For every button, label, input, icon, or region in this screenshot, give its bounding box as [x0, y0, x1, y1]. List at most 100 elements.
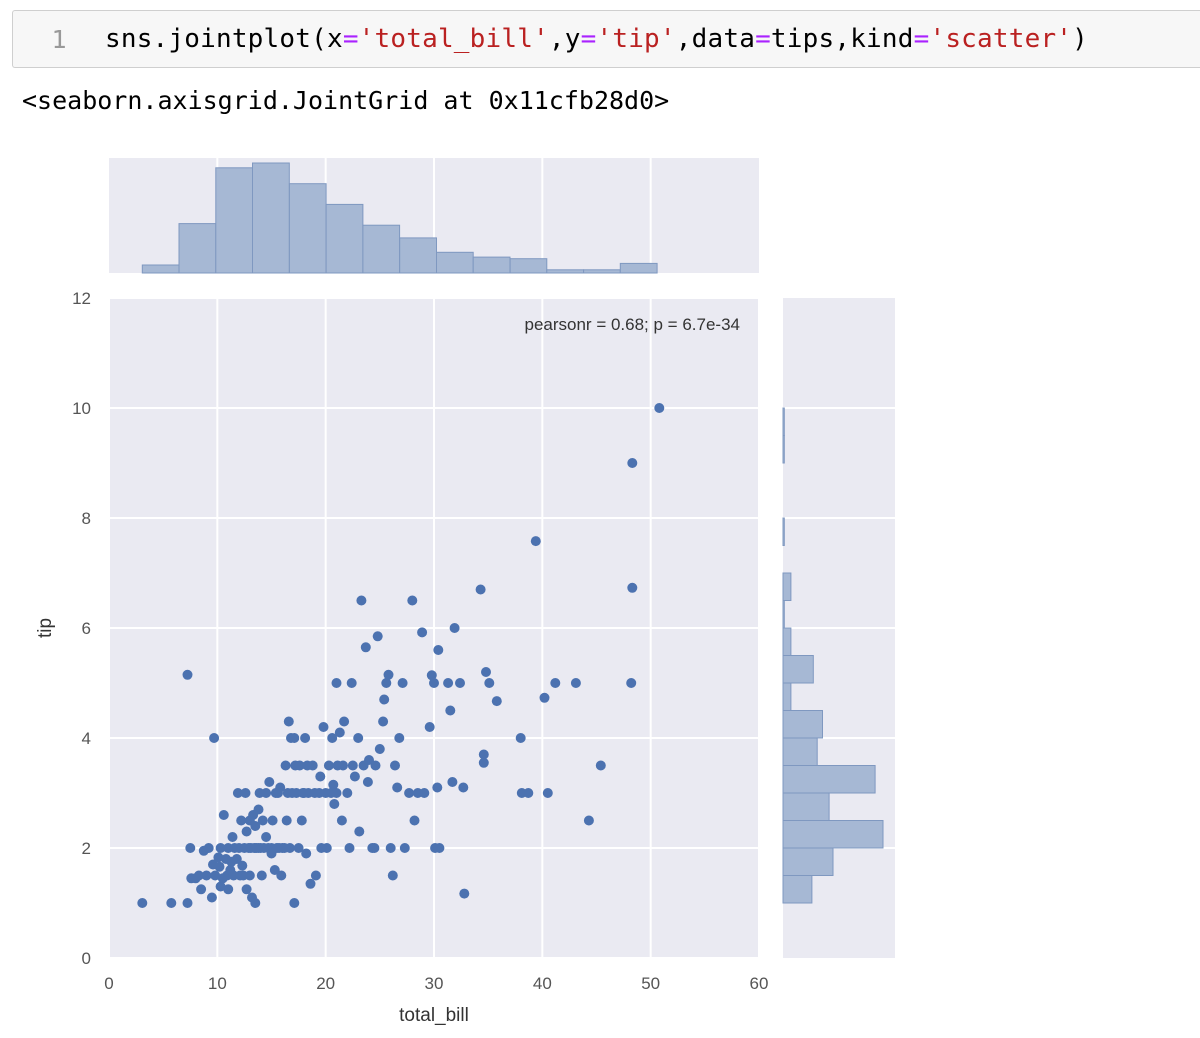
scatter-point — [281, 815, 292, 826]
scatter-point — [627, 458, 638, 468]
marginal-x-histogram — [109, 158, 759, 274]
scatter-point — [417, 627, 428, 638]
scatter-point — [449, 623, 460, 633]
marginal-y-bar — [782, 407, 785, 436]
scatter-point — [218, 810, 229, 820]
x-tick-label: 30 — [425, 974, 444, 993]
scatter-point — [329, 799, 340, 809]
scatter-point — [385, 843, 396, 853]
scatter-point — [289, 898, 300, 908]
scatter-point — [362, 777, 373, 787]
scatter-point — [394, 733, 405, 743]
scatter-point — [210, 870, 221, 881]
scatter-point — [310, 870, 321, 881]
code-line[interactable]: sns.jointplot(x='total_bill',y='tip',dat… — [105, 24, 1088, 54]
scatter-point — [491, 696, 502, 707]
scatter-point — [256, 870, 267, 881]
y-tick-label: 8 — [82, 509, 91, 528]
marginal-y-bar — [782, 710, 823, 739]
scatter-point — [334, 727, 345, 738]
x-tick-label: 50 — [641, 974, 660, 993]
scatter-point — [166, 898, 177, 908]
scatter-point — [206, 892, 217, 903]
x-tick-label: 60 — [750, 974, 769, 993]
marginal-y-bar — [782, 682, 792, 711]
scatter-point — [383, 669, 394, 680]
scatter-point — [409, 815, 420, 826]
x-tick-label: 0 — [104, 974, 113, 993]
scatter-point — [137, 898, 148, 908]
scatter-point — [342, 788, 353, 798]
joint-axes: 0 10 20 30 40 50 60 0 2 4 6 8 10 12 — [72, 289, 768, 993]
scatter-point — [257, 815, 268, 826]
scatter-point — [240, 788, 251, 798]
scatter-point — [296, 815, 307, 826]
scatter-point — [321, 843, 332, 853]
marginal-x-bar — [178, 223, 217, 274]
scatter-point — [447, 777, 458, 787]
scatter-point — [261, 832, 272, 842]
scatter-point — [626, 678, 637, 688]
scatter-point — [397, 678, 408, 688]
code-token: 'scatter' — [929, 24, 1073, 54]
marginal-y-bar — [782, 765, 876, 794]
scatter-point — [432, 782, 443, 793]
scatter-point — [318, 722, 329, 732]
scatter-point — [294, 760, 305, 771]
pearsonr-annotation: pearsonr = 0.68; p = 6.7e-34 — [525, 315, 741, 334]
scatter-point — [237, 860, 248, 871]
code-token: 'tip' — [596, 24, 676, 54]
scatter-point — [231, 854, 242, 864]
marginal-y-bar — [782, 820, 884, 849]
scatter-point — [434, 843, 445, 853]
scatter-point — [215, 881, 226, 892]
scatter-point — [232, 788, 243, 798]
scatter-point — [250, 821, 261, 831]
marginal-y-bar — [782, 737, 818, 766]
code-token: = — [580, 24, 597, 54]
scatter-point — [458, 782, 469, 793]
code-token: ) — [1072, 24, 1089, 54]
scatter-point — [284, 843, 295, 853]
scatter-point — [455, 678, 465, 688]
scatter-point — [331, 788, 342, 798]
scatter-point — [264, 777, 275, 787]
scatter-point — [283, 716, 294, 727]
scatter-point — [515, 733, 526, 743]
scatter-point — [182, 669, 193, 680]
scatter-point — [419, 788, 430, 798]
scatter-point — [481, 667, 491, 677]
scatter-point — [209, 733, 220, 743]
scatter-point — [445, 705, 456, 716]
scatter-point — [429, 678, 439, 688]
scatter-point — [539, 692, 550, 703]
marginal-x-bar — [252, 162, 290, 274]
marginal-x-bar — [472, 256, 511, 274]
marginal-y-bar — [782, 792, 830, 821]
code-token: 'total_bill' — [358, 24, 549, 54]
y-tick-label: 6 — [82, 619, 91, 638]
scatter-point — [530, 536, 541, 547]
scatter-point — [390, 760, 400, 771]
scatter-point — [346, 678, 357, 688]
x-tick-label: 40 — [533, 974, 552, 993]
scatter-point — [253, 804, 264, 815]
scatter-point — [244, 870, 255, 881]
marginal-x-bar — [583, 269, 621, 274]
marginal-y-bar — [782, 847, 834, 876]
scatter-point — [193, 870, 204, 881]
marginal-y-bar — [782, 435, 785, 464]
code-cell[interactable]: 1 sns.jointplot(x='total_bill',y='tip',d… — [12, 10, 1200, 68]
marginal-x-bar — [436, 251, 474, 274]
scatter-point — [595, 760, 606, 771]
scatter-point — [328, 779, 339, 790]
scatter-point — [250, 898, 261, 908]
scatter-point — [379, 694, 390, 705]
marginal-y-bar — [782, 875, 813, 904]
scatter-point — [201, 870, 212, 881]
scatter-point — [227, 832, 238, 842]
marginal-x-bar — [325, 203, 364, 274]
scatter-point — [360, 642, 371, 653]
marginal-y-bar — [782, 627, 792, 656]
